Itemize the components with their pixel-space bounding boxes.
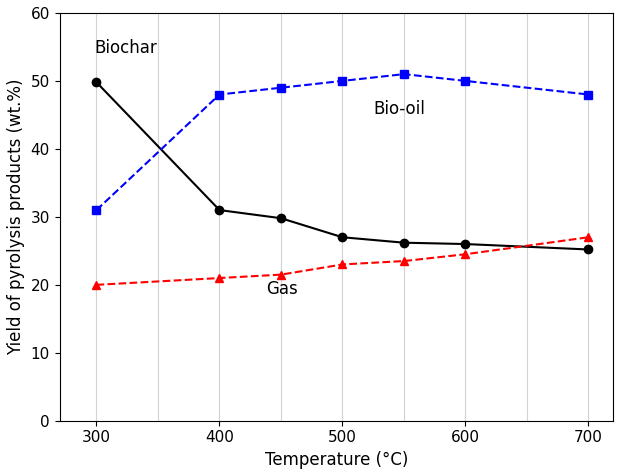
Text: Biochar: Biochar <box>94 39 157 57</box>
Y-axis label: Yield of pyrolysis products (wt.%): Yield of pyrolysis products (wt.%) <box>7 79 25 355</box>
X-axis label: Temperature (°C): Temperature (°C) <box>265 451 408 469</box>
Text: Bio-oil: Bio-oil <box>373 100 425 119</box>
Text: Gas: Gas <box>266 280 298 298</box>
